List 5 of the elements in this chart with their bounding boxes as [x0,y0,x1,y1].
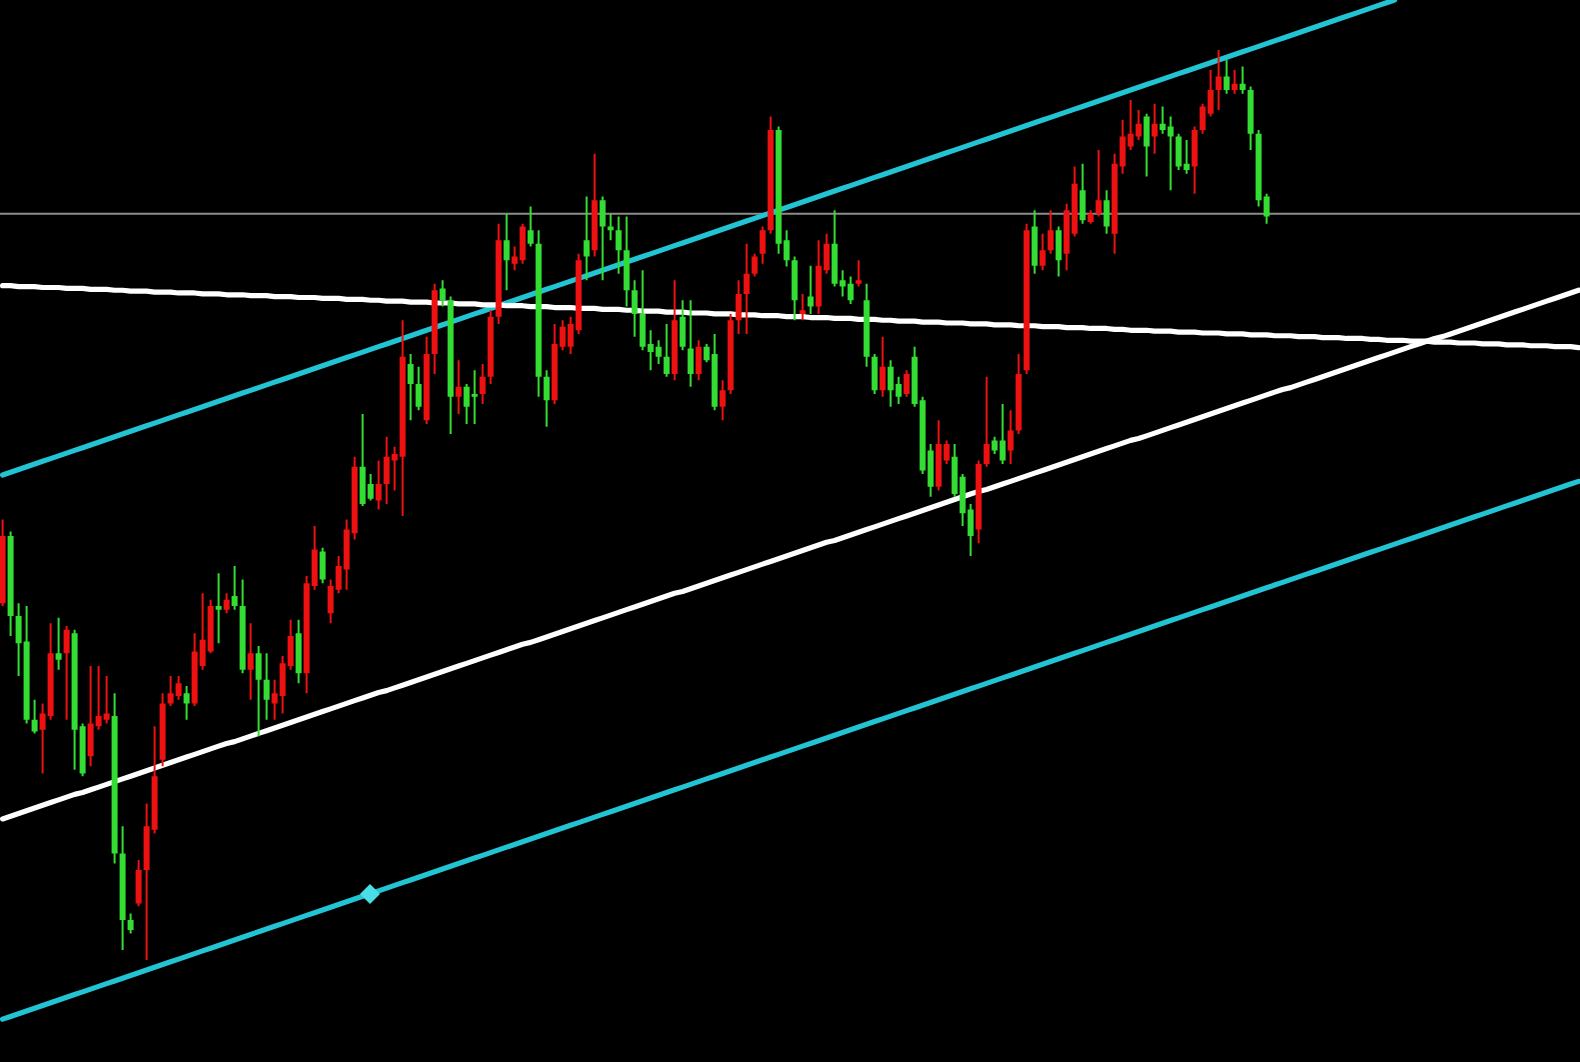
candlestick [855,260,862,287]
candlestick [215,573,222,644]
candlestick [799,293,806,321]
candlestick [55,617,62,670]
candlestick [471,370,478,425]
